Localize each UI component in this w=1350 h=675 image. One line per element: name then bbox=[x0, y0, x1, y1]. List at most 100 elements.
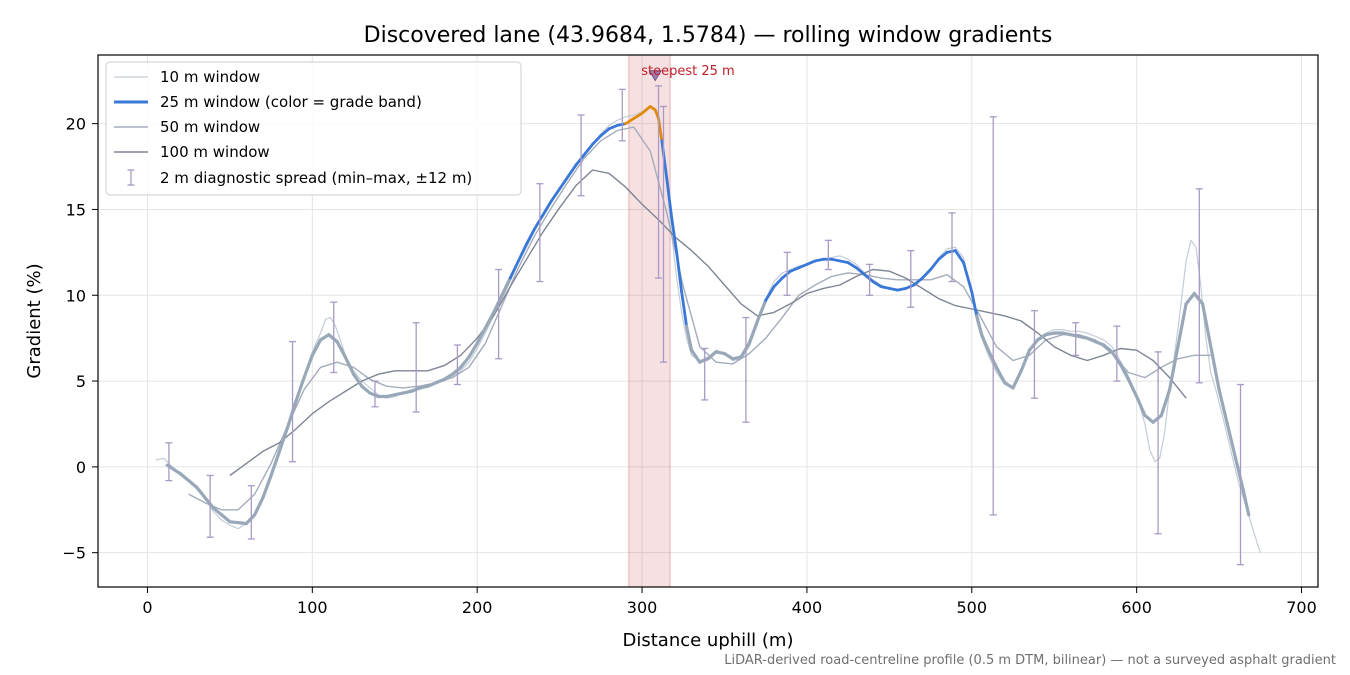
series-25m-segment bbox=[863, 273, 875, 283]
series-25m-segment bbox=[962, 261, 974, 294]
series-25m-segment bbox=[1209, 345, 1221, 392]
x-tick-label: 200 bbox=[462, 598, 493, 617]
series-25m-segment bbox=[1200, 302, 1213, 349]
series-25m-segment bbox=[591, 134, 603, 146]
error-bar bbox=[1154, 351, 1162, 535]
error-bars bbox=[165, 85, 1245, 566]
error-bar bbox=[206, 474, 214, 538]
series-25m-segment bbox=[640, 105, 652, 115]
series-25m-segment bbox=[980, 333, 990, 352]
series-25m-segment bbox=[228, 520, 248, 526]
error-bar bbox=[1195, 188, 1203, 384]
series-25m-segment bbox=[986, 348, 999, 369]
series-25m-segment bbox=[887, 286, 899, 292]
legend-label-errorbar: 2 m diagnostic spread (min–max, ±12 m) bbox=[160, 169, 472, 187]
series-25m-segment bbox=[764, 285, 776, 302]
series-25m-segment bbox=[879, 285, 891, 290]
error-bar bbox=[824, 239, 832, 271]
series-25m-segment bbox=[1168, 345, 1180, 392]
error-bar bbox=[742, 316, 750, 423]
series-25m-segment bbox=[294, 376, 306, 404]
series-25m-segment bbox=[607, 123, 619, 131]
legend-label-25m: 25 m window (color = grade band) bbox=[160, 93, 422, 111]
series-25m-segment bbox=[541, 199, 553, 217]
error-bar bbox=[1237, 383, 1245, 566]
footnote: LiDAR-derived road-centreline profile (0… bbox=[724, 653, 1336, 668]
plot-frame bbox=[97, 54, 1319, 588]
series-25m-segment bbox=[517, 242, 529, 263]
series-25m-segment bbox=[813, 257, 825, 263]
y-tick-label: 15 bbox=[66, 200, 86, 219]
x-tick-label: 100 bbox=[297, 598, 328, 617]
series-25m-segment bbox=[1151, 413, 1163, 424]
series-25m-segment bbox=[615, 122, 627, 127]
legend-swatch-errorbar bbox=[127, 169, 135, 186]
series-25m-segment bbox=[269, 449, 281, 478]
error-bar bbox=[783, 251, 791, 296]
series-25m-segment bbox=[912, 276, 924, 287]
error-bar bbox=[618, 88, 626, 142]
series-25m-segment bbox=[450, 365, 463, 376]
series-25m-segment bbox=[475, 326, 488, 345]
series-25m-segment bbox=[178, 472, 199, 490]
error-bar bbox=[495, 268, 503, 360]
y-axis-label: Gradient (%) bbox=[24, 263, 45, 378]
series-25m-segment bbox=[660, 139, 669, 180]
series-25m-segment bbox=[1036, 333, 1048, 342]
error-bar bbox=[989, 116, 997, 516]
series-25m-segment bbox=[904, 283, 916, 290]
error-bar bbox=[1030, 310, 1038, 399]
error-bar bbox=[289, 340, 297, 463]
x-axis-ticks: 0 100 200 300 400 500 600 700 bbox=[142, 587, 1317, 617]
series-25m-segment bbox=[360, 384, 372, 395]
error-bar bbox=[330, 301, 338, 374]
series-25m-segment bbox=[1225, 422, 1238, 460]
series-25m-segment bbox=[1192, 291, 1205, 306]
series-25m-segment bbox=[318, 333, 331, 342]
series-25m-segment bbox=[1126, 377, 1139, 399]
series-25m-segment bbox=[789, 266, 801, 273]
error-bar bbox=[1113, 325, 1121, 382]
series-25m-segment bbox=[467, 341, 479, 359]
y-tick-label: 20 bbox=[66, 115, 86, 134]
series-25m-segment bbox=[549, 187, 562, 203]
series-25m-segment bbox=[195, 485, 216, 510]
series-25m-segment bbox=[343, 355, 356, 376]
series-25m-segment bbox=[599, 127, 611, 138]
series-25m-segment bbox=[970, 290, 979, 318]
series-25m-segment bbox=[624, 117, 636, 126]
series-25m-segment bbox=[533, 213, 545, 230]
series-25m-segment bbox=[896, 286, 908, 292]
series-25m-segment bbox=[1184, 291, 1196, 306]
series-25m-segment bbox=[797, 262, 809, 270]
error-bar bbox=[453, 344, 461, 386]
series-25m-segment bbox=[327, 333, 339, 344]
legend-box bbox=[105, 61, 522, 196]
series-25m-segment bbox=[508, 259, 520, 280]
series-25m-segment bbox=[670, 216, 679, 254]
series-25m-segment bbox=[945, 249, 957, 254]
series-25m-segment bbox=[780, 269, 792, 280]
steepest-marker bbox=[648, 70, 662, 82]
y-tick-label: 5 bbox=[76, 372, 86, 391]
series-25m-segment bbox=[747, 319, 760, 345]
series-25m-segment bbox=[689, 348, 702, 364]
series-25m-segment bbox=[937, 250, 949, 261]
error-bar bbox=[659, 105, 667, 363]
series-25m-segment bbox=[665, 177, 674, 220]
series-25m-segment bbox=[285, 400, 298, 429]
legend-label-50m: 50 m window bbox=[160, 118, 260, 136]
series-25m-segment bbox=[1135, 394, 1147, 417]
series-line-2 bbox=[188, 126, 1211, 511]
error-bar bbox=[907, 249, 915, 308]
series-25m-segment bbox=[1019, 348, 1032, 373]
series-25m-segment bbox=[684, 324, 694, 352]
series-25m-segment bbox=[351, 372, 364, 388]
series-25m-segment bbox=[1003, 381, 1015, 390]
error-bar bbox=[948, 212, 956, 283]
series-25m-segment bbox=[1027, 338, 1040, 352]
series-25m-segment bbox=[975, 314, 984, 337]
error-bar bbox=[371, 380, 379, 408]
x-tick-label: 300 bbox=[627, 598, 658, 617]
